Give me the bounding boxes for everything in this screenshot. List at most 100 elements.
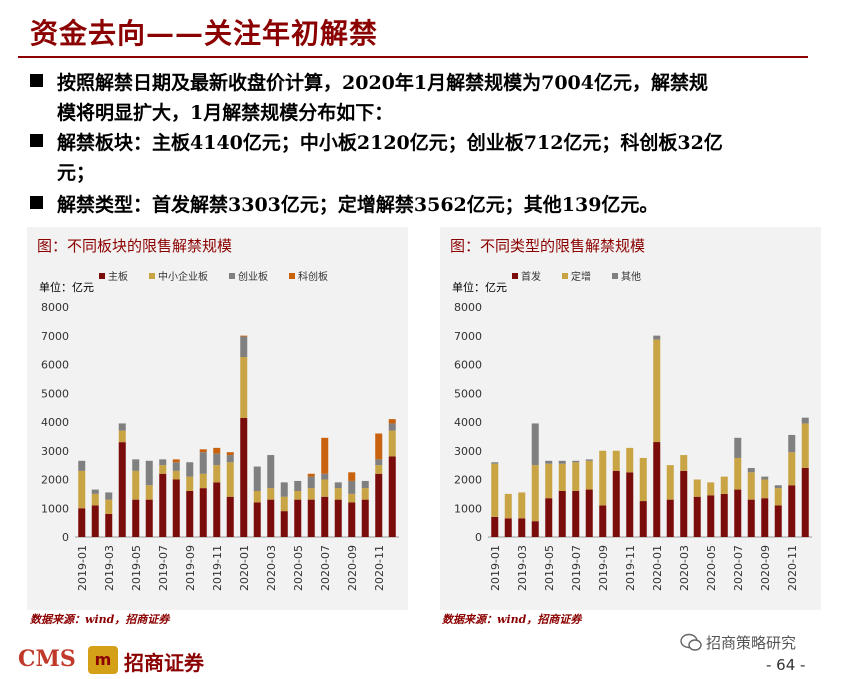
- x-tick-label: 2019-01: [489, 545, 502, 591]
- bar-segment: [78, 460, 86, 471]
- bar-segment: [518, 492, 526, 519]
- bar-segment: [226, 452, 234, 456]
- bar-segment: [334, 499, 342, 537]
- bar-segment: [334, 482, 342, 489]
- bar-segment: [361, 499, 369, 537]
- y-tick-label: 8000: [41, 301, 69, 314]
- bar-segment: [226, 455, 234, 463]
- bar-segment: [348, 472, 356, 481]
- bar-segment: [558, 460, 566, 464]
- bar-segment: [375, 473, 383, 537]
- bar-segment: [213, 453, 221, 466]
- x-tick-label: 2020-03: [265, 545, 278, 591]
- bar-segment: [240, 336, 248, 358]
- x-tick-label: 2019-09: [597, 545, 610, 591]
- bar-segment: [213, 447, 221, 454]
- bar-segment: [267, 455, 275, 489]
- bullet-2: 解禁板块：主板4140亿元；中小板2120亿元；创业板712亿元；科创板32亿 …: [30, 128, 840, 188]
- company-name: 招商证券: [124, 651, 204, 675]
- bar-segment: [145, 485, 153, 500]
- bar-segment: [240, 335, 248, 337]
- bar-segment: [145, 499, 153, 537]
- bullet-1-line2: 模将明显扩大，1月解禁规模分布如下：: [57, 102, 394, 124]
- bar-segment: [801, 417, 809, 424]
- bar-segment: [105, 499, 113, 514]
- y-tick-label: 5000: [454, 387, 482, 400]
- bar-segment: [761, 498, 769, 537]
- bar-segment: [774, 485, 782, 489]
- chart-title: 图：不同类型的限售解禁规模: [450, 237, 646, 255]
- bar-segment: [774, 488, 782, 506]
- bar-segment: [558, 463, 566, 491]
- y-tick-label: 6000: [454, 359, 482, 372]
- bar-segment: [531, 521, 539, 537]
- bar-segment: [159, 473, 167, 537]
- bar-segment: [788, 452, 796, 486]
- bar-segment: [361, 480, 369, 489]
- bar-segment: [653, 335, 661, 340]
- bar-segment: [321, 479, 329, 497]
- bullet-2-line1: 解禁板块：主板4140亿元；中小板2120亿元；创业板712亿元；科创板32亿: [57, 132, 723, 154]
- y-tick-label: 5000: [41, 387, 69, 400]
- bar-segment: [186, 476, 194, 491]
- title-divider: [18, 56, 808, 58]
- bar-segment: [172, 462, 180, 471]
- bar-segment: [375, 465, 383, 474]
- bar-segment: [294, 491, 302, 500]
- bar-segment: [334, 488, 342, 500]
- bar-segment: [145, 460, 153, 486]
- y-tick-label: 3000: [454, 445, 482, 458]
- bar-segment: [199, 473, 207, 489]
- bar-segment: [531, 465, 539, 522]
- x-tick-label: 2020-09: [759, 545, 772, 591]
- bar-segment: [118, 423, 126, 431]
- x-tick-label: 2019-11: [211, 545, 224, 591]
- bar-segment: [280, 496, 288, 512]
- bar-segment: [348, 493, 356, 503]
- x-tick-label: 2019-03: [103, 545, 116, 591]
- bar-segment: [504, 518, 512, 537]
- y-tick-label: 7000: [41, 330, 69, 343]
- bar-segment: [172, 479, 180, 537]
- bullet-3: 解禁类型：首发解禁3303亿元；定增解禁3562亿元；其他139亿元。: [30, 190, 840, 220]
- legend-label: 定增: [571, 270, 591, 283]
- source-note: 数据来源：wind，招商证券: [442, 613, 582, 626]
- legend-label: 创业板: [238, 270, 268, 283]
- bullet-2-line2: 元；: [57, 162, 96, 184]
- y-tick-label: 1000: [454, 502, 482, 515]
- bar-segment: [774, 505, 782, 537]
- bar-segment: [680, 470, 688, 537]
- y-tick-label: 2000: [454, 474, 482, 487]
- bar-segment: [720, 476, 728, 494]
- bar-segment: [280, 511, 288, 537]
- bar-segment: [321, 496, 329, 537]
- bar-segment: [199, 449, 207, 453]
- bar-segment: [253, 466, 261, 491]
- bar-segment: [132, 499, 140, 537]
- y-tick-label: 0: [62, 531, 69, 544]
- legend-swatch: [229, 273, 235, 279]
- y-tick-label: 3000: [41, 445, 69, 458]
- bar-segment: [240, 357, 248, 418]
- bar-segment: [585, 459, 593, 461]
- bar-segment: [199, 488, 207, 537]
- bar-segment: [639, 501, 647, 537]
- bar-segment: [572, 462, 580, 491]
- legend-label: 主板: [108, 270, 128, 283]
- x-tick-label: 2019-07: [570, 545, 583, 591]
- cms-logo: CMS: [18, 646, 76, 672]
- bar-segment: [626, 472, 634, 537]
- bar-segment: [294, 499, 302, 537]
- bar-segment: [788, 485, 796, 537]
- bullet-square-icon: [30, 74, 43, 87]
- chart-panel-type: 图：不同类型的限售解禁规模 首发 定增 其他 单位：亿元 0 1000 2000 3000 40…: [440, 227, 821, 610]
- bar-segment: [105, 514, 113, 537]
- bar-segment: [307, 473, 315, 477]
- bar-segment: [186, 462, 194, 477]
- wechat-account-label: 招商策略研究: [706, 634, 797, 652]
- bar-segment: [612, 450, 620, 471]
- y-tick-label: 7000: [454, 330, 482, 343]
- bar-segment: [707, 495, 715, 537]
